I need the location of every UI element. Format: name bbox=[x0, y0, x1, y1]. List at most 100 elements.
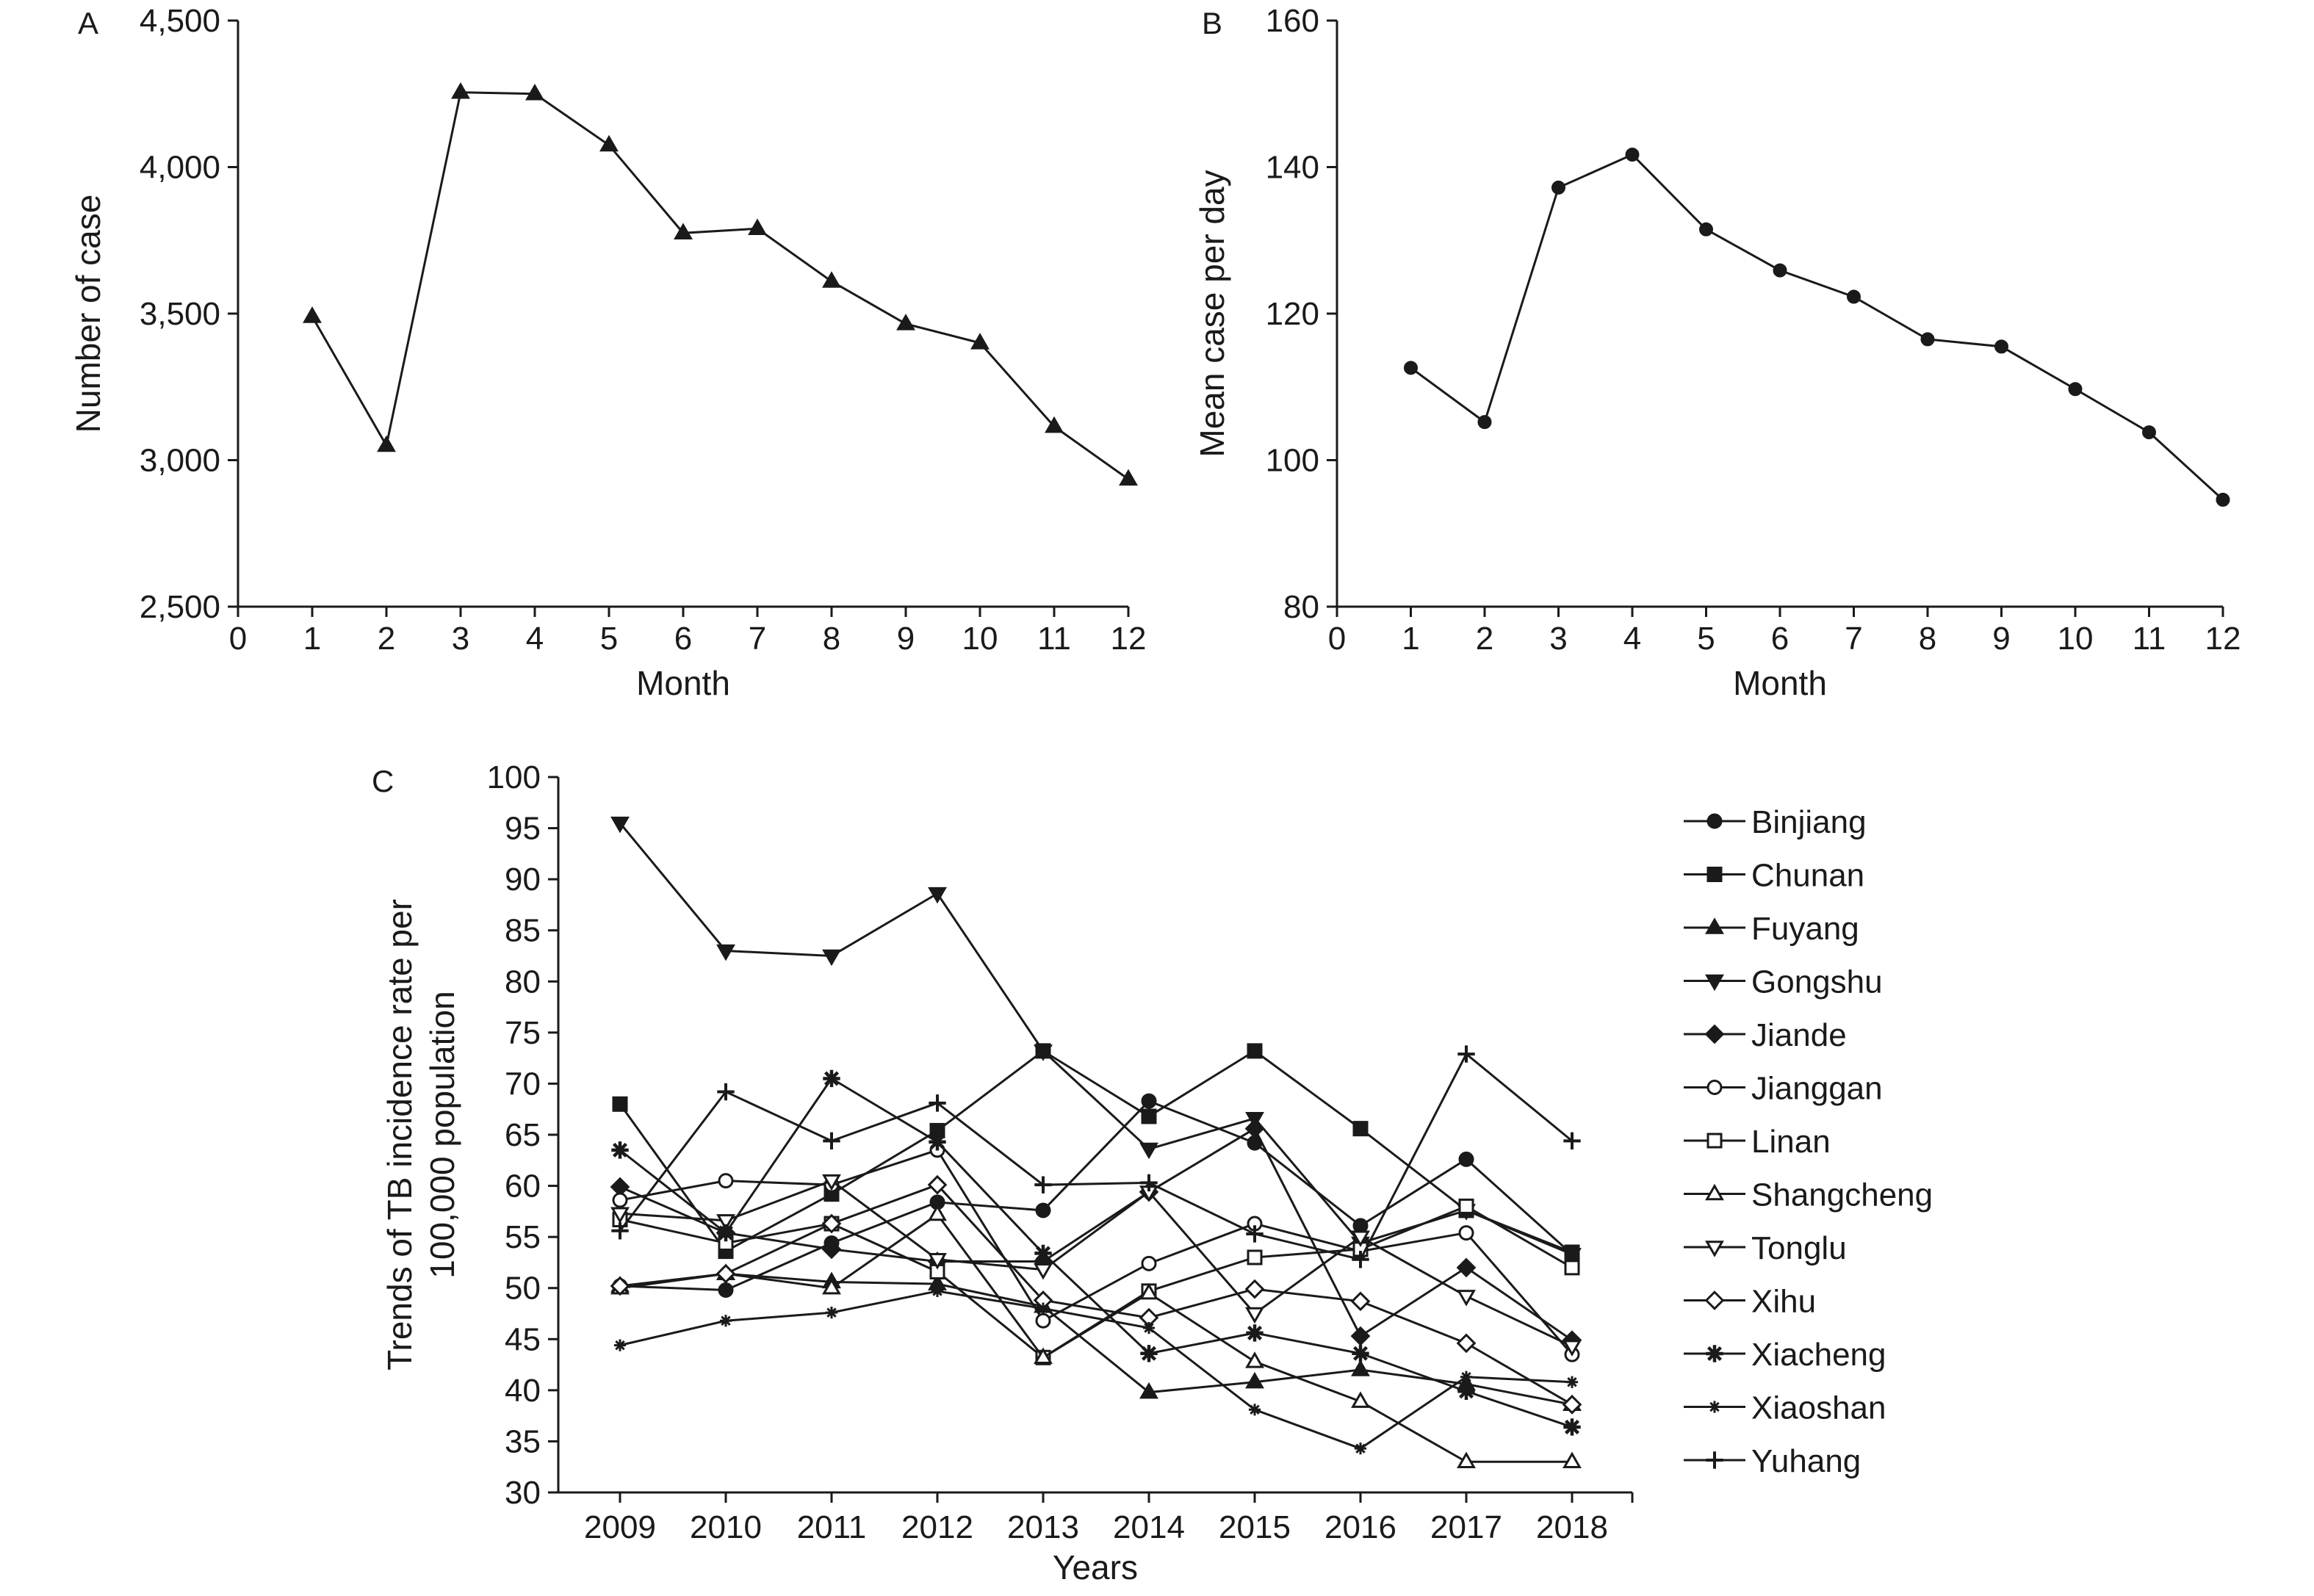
legend-marker bbox=[1706, 1451, 1723, 1469]
series-line bbox=[619, 1290, 1573, 1450]
data-point bbox=[2216, 492, 2230, 507]
data-point bbox=[611, 1222, 629, 1240]
data-point bbox=[970, 333, 990, 350]
data-point bbox=[1045, 416, 1064, 433]
panel-label: C bbox=[372, 764, 394, 798]
x-tick-label: 4 bbox=[1623, 621, 1641, 657]
x-tick-label: 5 bbox=[1697, 621, 1715, 657]
y-tick-label: 120 bbox=[1266, 296, 1319, 332]
data-point bbox=[1563, 1132, 1581, 1150]
y-axis-label-line: Trends of TB incidence rate per bbox=[381, 899, 419, 1371]
data-point bbox=[1139, 1142, 1158, 1160]
data-point bbox=[1141, 1093, 1157, 1109]
data-point bbox=[610, 816, 630, 834]
y-tick-label: 60 bbox=[505, 1169, 541, 1205]
legend-marker bbox=[1706, 1345, 1723, 1362]
y-tick-label: 55 bbox=[505, 1219, 541, 1255]
data-point bbox=[716, 1214, 735, 1231]
series-tonglu bbox=[610, 1174, 1582, 1357]
data-point bbox=[1141, 1108, 1157, 1124]
series-line bbox=[619, 1077, 1573, 1429]
series-linan bbox=[612, 1198, 1580, 1365]
legend-label: Linan bbox=[1751, 1124, 1831, 1160]
data-point bbox=[1352, 1251, 1369, 1268]
y-tick-label: 85 bbox=[505, 913, 541, 949]
y-tick-label: 4,000 bbox=[140, 150, 220, 186]
legend-item: Fuyang bbox=[1684, 911, 1859, 947]
legend-marker bbox=[1708, 1401, 1721, 1413]
series-line bbox=[619, 1050, 1573, 1254]
data-point bbox=[823, 1069, 840, 1088]
data-point bbox=[1351, 1360, 1370, 1376]
x-tick-label: 11 bbox=[1037, 621, 1071, 657]
y-tick-label: 3,000 bbox=[140, 443, 220, 479]
x-tick-label: 10 bbox=[962, 621, 998, 657]
data-point bbox=[928, 1253, 947, 1270]
legend: Binjiang Chunan Fuyang Gongshu Jiande Jiangga… bbox=[1684, 804, 1933, 1479]
data-point bbox=[1035, 1312, 1051, 1329]
y-tick-label: 95 bbox=[505, 811, 541, 847]
y-tick-label: 45 bbox=[505, 1321, 541, 1357]
legend-label: Shangcheng bbox=[1751, 1177, 1933, 1213]
x-tick-label: 9 bbox=[1992, 621, 2010, 657]
legend-item: Shangcheng bbox=[1684, 1177, 1933, 1213]
y-tick-label: 80 bbox=[505, 964, 541, 1000]
x-tick-label: 4 bbox=[526, 621, 544, 657]
x-tick-label: 7 bbox=[1845, 621, 1862, 657]
data-point bbox=[1350, 1291, 1371, 1312]
data-point bbox=[1773, 263, 1787, 278]
data-point bbox=[1141, 1255, 1157, 1271]
data-point bbox=[1352, 1345, 1369, 1362]
y-tick-label: 160 bbox=[1266, 3, 1319, 39]
x-tick-label: 5 bbox=[600, 621, 618, 657]
data-point bbox=[1699, 222, 1713, 236]
data-point bbox=[716, 944, 735, 961]
y-tick-label: 100 bbox=[1266, 443, 1319, 479]
data-point bbox=[821, 1213, 842, 1234]
series-line bbox=[619, 1099, 1574, 1292]
series-line bbox=[311, 91, 1129, 480]
legend-marker bbox=[1706, 813, 1723, 829]
data-point bbox=[612, 1192, 628, 1208]
data-point bbox=[1457, 1290, 1476, 1307]
data-point bbox=[1563, 1418, 1581, 1436]
data-point bbox=[1404, 361, 1418, 375]
data-point bbox=[822, 949, 841, 967]
x-tick-label: 2015 bbox=[1219, 1509, 1291, 1545]
data-point bbox=[822, 271, 841, 288]
data-point bbox=[525, 83, 544, 101]
x-axis-label: Years bbox=[1053, 1548, 1138, 1586]
series-yuhang bbox=[611, 1045, 1581, 1268]
data-point bbox=[718, 1282, 734, 1298]
data-point bbox=[1034, 1176, 1052, 1194]
legend-label: Chunan bbox=[1751, 858, 1864, 894]
data-point bbox=[1139, 1282, 1158, 1300]
x-tick-label: 11 bbox=[2133, 621, 2166, 657]
data-point bbox=[1245, 1371, 1264, 1389]
y-axis-label: Number of case bbox=[69, 195, 107, 433]
data-point bbox=[822, 1277, 841, 1295]
data-point bbox=[717, 1224, 735, 1242]
data-point bbox=[823, 1132, 840, 1150]
data-point bbox=[1247, 1043, 1263, 1059]
data-point bbox=[929, 1094, 946, 1112]
x-tick-label: 9 bbox=[897, 621, 915, 657]
y-tick-label: 75 bbox=[505, 1015, 541, 1051]
data-point bbox=[1140, 1174, 1158, 1192]
data-point bbox=[1456, 1257, 1477, 1278]
series-line bbox=[619, 822, 1573, 1256]
legend-item: Xiaoshan bbox=[1684, 1390, 1886, 1426]
y-tick-label: 50 bbox=[505, 1271, 541, 1307]
legend-marker bbox=[1705, 1241, 1724, 1257]
data-point bbox=[1034, 1244, 1052, 1263]
data-point bbox=[612, 1096, 628, 1112]
y-tick-label: 100 bbox=[487, 759, 541, 795]
data-point bbox=[1350, 1326, 1371, 1346]
data-point bbox=[599, 134, 619, 152]
x-tick-label: 1 bbox=[303, 621, 321, 657]
x-tick-label: 8 bbox=[823, 621, 840, 657]
data-point bbox=[1034, 1263, 1053, 1280]
data-point bbox=[931, 1285, 944, 1297]
panel-label: A bbox=[78, 6, 98, 40]
